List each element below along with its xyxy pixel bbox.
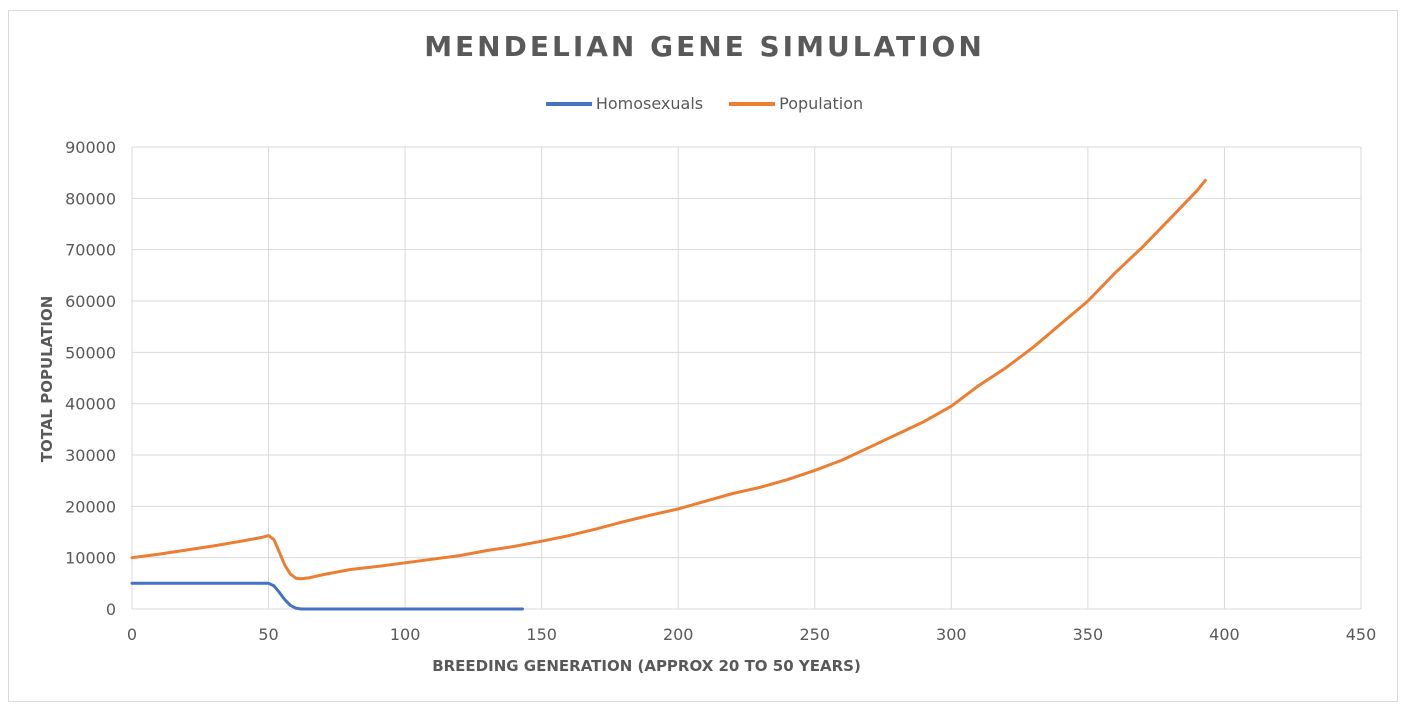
y-axis-title: TOTAL POPULATION bbox=[38, 296, 56, 462]
legend-item-homosexuals: Homosexuals bbox=[545, 94, 704, 113]
series-line-population bbox=[130, 178, 1207, 581]
x-axis-ticks: 0 50 100 150 200 250 300 350 400 450 bbox=[127, 625, 1376, 644]
chart-frame bbox=[8, 10, 1398, 702]
y-tick-label: 30000 bbox=[65, 446, 116, 465]
x-tick-label: 0 bbox=[127, 625, 137, 644]
series-line-homosexuals bbox=[130, 581, 524, 611]
y-axis-ticks: 0 10000 20000 30000 40000 50000 60000 70000 8000… bbox=[65, 138, 116, 619]
y-tick-label: 70000 bbox=[65, 241, 116, 260]
x-tick-label: 250 bbox=[800, 625, 831, 644]
y-tick-label: 20000 bbox=[65, 497, 116, 516]
x-tick-label: 350 bbox=[1073, 625, 1104, 644]
x-tick-label: 150 bbox=[526, 625, 557, 644]
x-tick-label: 400 bbox=[1209, 625, 1240, 644]
series-lines bbox=[130, 178, 1207, 611]
y-tick-label: 90000 bbox=[65, 138, 116, 157]
chart-legend: Homosexuals Population bbox=[0, 94, 1409, 113]
y-tick-label: 40000 bbox=[65, 395, 116, 414]
legend-swatch-population bbox=[729, 101, 776, 106]
x-tick-label: 200 bbox=[663, 625, 694, 644]
x-tick-label: 50 bbox=[258, 625, 278, 644]
legend-label-population: Population bbox=[779, 94, 864, 113]
x-tick-label: 300 bbox=[936, 625, 967, 644]
y-tick-label: 0 bbox=[106, 600, 116, 619]
legend-swatch-homosexuals bbox=[545, 101, 592, 106]
x-axis-title: BREEDING GENERATION (APPROX 20 TO 50 YEA… bbox=[432, 657, 861, 675]
y-tick-label: 50000 bbox=[65, 343, 116, 362]
chart-title: MENDELIAN GENE SIMULATION bbox=[424, 30, 985, 63]
y-tick-label: 60000 bbox=[65, 292, 116, 311]
legend-label-homosexuals: Homosexuals bbox=[595, 94, 704, 113]
x-tick-label: 100 bbox=[390, 625, 421, 644]
legend-item-population: Population bbox=[729, 94, 863, 113]
x-tick-label: 450 bbox=[1346, 625, 1377, 644]
grid-lines bbox=[131, 146, 1362, 610]
y-tick-label: 10000 bbox=[65, 549, 116, 568]
y-tick-label: 80000 bbox=[65, 189, 116, 208]
